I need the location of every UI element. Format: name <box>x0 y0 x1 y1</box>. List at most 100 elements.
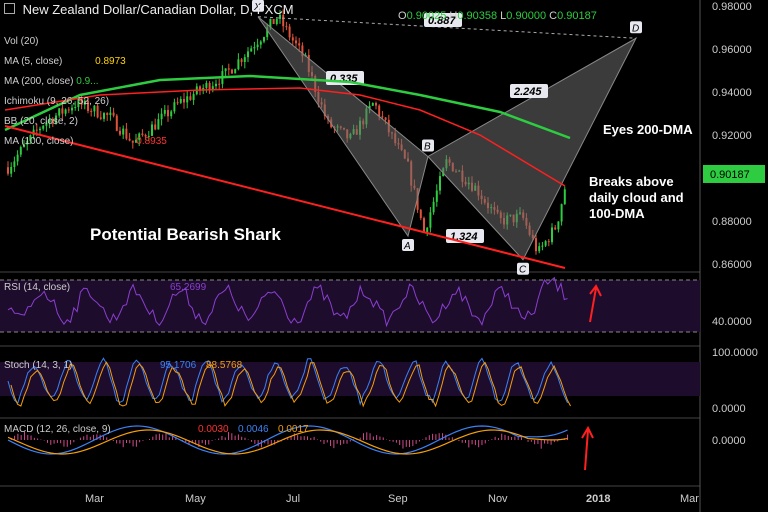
rsi-tick: 40.0000 <box>712 316 752 328</box>
candle-body <box>272 18 275 24</box>
candle-body <box>112 112 115 116</box>
candle-body <box>215 83 217 87</box>
candle-body <box>234 69 237 74</box>
candle-body <box>115 115 118 131</box>
ratio-xd: 0.887 <box>428 15 456 27</box>
stoch-d-line <box>10 361 571 408</box>
candle-body <box>64 109 67 114</box>
annotation-breaks-line: daily cloud and <box>589 190 684 205</box>
time-tick-label: Nov <box>488 493 508 505</box>
candle-body <box>167 109 169 117</box>
candle-body <box>538 246 541 252</box>
candle-body <box>147 135 150 137</box>
candle-body <box>563 189 566 205</box>
price-tick-label: 0.86000 <box>712 259 752 271</box>
rsi-label: RSI (14, close) <box>4 282 70 293</box>
pattern-point-b: B <box>424 142 431 153</box>
last-price-tag <box>703 164 765 183</box>
price-tick-label: 0.88000 <box>712 216 752 228</box>
macd-signal-line <box>7 429 568 455</box>
candle-body <box>173 102 176 112</box>
candle-body <box>247 51 249 58</box>
candle-body <box>163 109 166 114</box>
macd-label: MACD (12, 26, close, 9) <box>4 424 111 435</box>
candle-body <box>141 133 144 135</box>
candle-body <box>7 167 9 174</box>
rsi-arrow-icon <box>589 284 602 323</box>
candle-body <box>205 82 208 88</box>
candle-body <box>154 124 157 130</box>
candle-body <box>544 241 547 246</box>
candle-body <box>19 147 22 155</box>
macd-tick: 0.0000 <box>712 435 746 447</box>
candle-body <box>135 139 137 143</box>
pattern-point-box <box>252 0 264 12</box>
candle-body <box>419 209 422 219</box>
candle-body <box>551 227 553 243</box>
candle-body <box>67 109 70 111</box>
time-tick-label: Sep <box>388 493 408 505</box>
ratio-bd: 2.245 <box>513 86 542 98</box>
pattern-point-box <box>517 262 529 275</box>
stoch-band <box>0 362 700 396</box>
candle-body <box>266 27 269 38</box>
pattern-point-c: C <box>519 265 527 276</box>
candle-body <box>131 140 134 143</box>
candle-body <box>218 83 221 85</box>
candle-body <box>384 117 387 120</box>
candle-body <box>275 18 278 24</box>
candle-body <box>93 105 96 112</box>
candle-body <box>432 201 435 213</box>
candle-body <box>90 110 93 112</box>
candle-body <box>157 119 160 130</box>
candle-body <box>77 98 80 108</box>
pattern-point-d: D <box>632 23 639 34</box>
candle-body <box>144 134 147 137</box>
candle-body <box>253 47 256 49</box>
candle-body <box>285 26 288 28</box>
candle-body <box>240 59 243 62</box>
candle-body <box>74 107 77 109</box>
pattern-point-box <box>402 239 414 252</box>
stoch-tick-bottom: 0.0000 <box>712 403 746 415</box>
candle-body <box>211 86 214 91</box>
candle-body <box>125 128 128 139</box>
stoch-label: Stoch (14, 3, 1) <box>4 360 72 371</box>
candle-body <box>423 218 425 232</box>
candle-body <box>378 105 381 117</box>
annotation-eyes: Eyes 200-DMA <box>603 122 693 137</box>
candle-body <box>295 40 297 44</box>
candle-body <box>298 43 301 46</box>
pattern-triangle-bcd <box>427 36 638 261</box>
candle-body <box>439 176 441 191</box>
ratio-xd-box <box>424 13 462 27</box>
candle-body <box>87 100 89 111</box>
candle-body <box>541 245 544 247</box>
candle-body <box>13 161 16 167</box>
candle-body <box>103 113 105 119</box>
pattern-point-a: A <box>403 241 411 252</box>
price-tick-label: 0.96000 <box>712 44 752 56</box>
rsi-value: 65.2699 <box>170 282 207 293</box>
candle-body <box>83 100 86 105</box>
price-tick-label: 0.94000 <box>712 87 752 99</box>
candle-body <box>58 108 61 116</box>
candle-body <box>189 96 192 100</box>
price-tick-label: 0.92000 <box>712 130 752 142</box>
candle-body <box>371 102 374 106</box>
candle-body <box>96 105 99 118</box>
candle-body <box>106 113 109 115</box>
candle-body <box>368 105 371 109</box>
candle-body <box>429 212 432 228</box>
candle-body <box>39 128 41 131</box>
candle-body <box>231 69 233 74</box>
candle-body <box>426 227 429 232</box>
candle-body <box>381 116 384 118</box>
candle-body <box>160 113 163 120</box>
candle-body <box>186 96 189 103</box>
candle-body <box>560 204 563 222</box>
pattern-point-box <box>630 21 642 34</box>
time-tick-label: 2018 <box>586 493 610 505</box>
candle-body <box>301 45 304 57</box>
rsi-band <box>0 280 700 332</box>
